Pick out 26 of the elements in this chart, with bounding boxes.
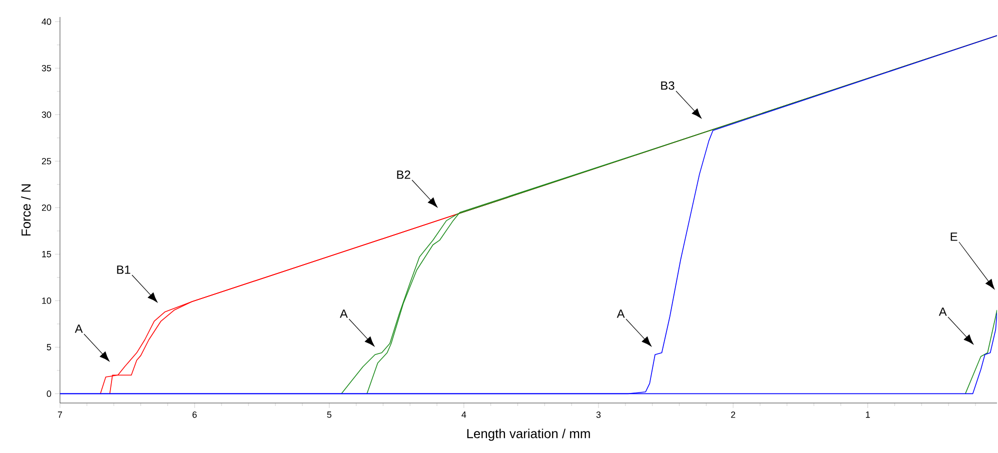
y-tick-label: 35 — [42, 64, 52, 72]
x-tick-label: 6 — [192, 412, 197, 418]
y-tick-label: 25 — [42, 158, 52, 164]
annotation: A — [938, 308, 947, 316]
annotation: A — [340, 310, 348, 318]
x-tick-label: 3 — [596, 412, 601, 418]
x-axis-title: Length variation / mm — [467, 428, 590, 441]
x-tick-label: 5 — [327, 412, 332, 418]
x-tick-label: 4 — [462, 412, 466, 418]
y-axis-title: Force / N — [21, 184, 31, 236]
annotation: B3 — [661, 81, 674, 90]
y-tick-label: 30 — [42, 111, 52, 118]
y-tick-label: 15 — [42, 251, 52, 258]
y-tick-label: 0 — [46, 390, 52, 397]
annotation: B1 — [117, 266, 130, 274]
y-tick-label: 40 — [42, 18, 52, 25]
annotation: A — [74, 324, 83, 333]
annotation: B2 — [397, 170, 410, 179]
x-tick-label: 1 — [866, 412, 870, 418]
annotation: E — [950, 232, 958, 241]
y-tick-label: 20 — [42, 204, 52, 211]
x-tick-label: 2 — [731, 412, 736, 418]
y-tick-label: 5 — [46, 344, 52, 350]
x-tick-label: 7 — [58, 412, 62, 418]
annotation: A — [616, 310, 625, 318]
y-tick-label: 10 — [42, 298, 52, 304]
